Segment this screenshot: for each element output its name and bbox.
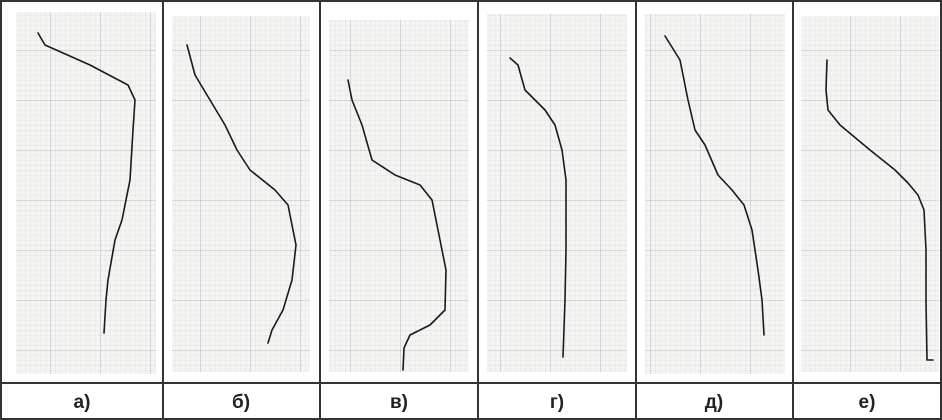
curve xyxy=(186,44,297,344)
paper xyxy=(645,14,785,374)
paper xyxy=(487,14,627,372)
paper xyxy=(16,12,156,374)
curve xyxy=(664,35,765,336)
curve xyxy=(37,32,136,334)
panel-label: е) xyxy=(859,392,876,413)
panel-label: а) xyxy=(74,392,91,413)
curve xyxy=(509,57,567,358)
paper xyxy=(801,16,939,372)
curves xyxy=(37,32,934,371)
curve xyxy=(347,79,447,371)
panel-label: д) xyxy=(705,392,723,413)
panel-label: б) xyxy=(232,392,250,413)
panel-label: г) xyxy=(550,392,564,413)
paper xyxy=(329,20,469,372)
labels: а) б) в) г) д) е) xyxy=(74,392,876,413)
panel-label: в) xyxy=(390,392,408,413)
curve xyxy=(825,59,934,361)
graph-papers xyxy=(16,12,939,374)
